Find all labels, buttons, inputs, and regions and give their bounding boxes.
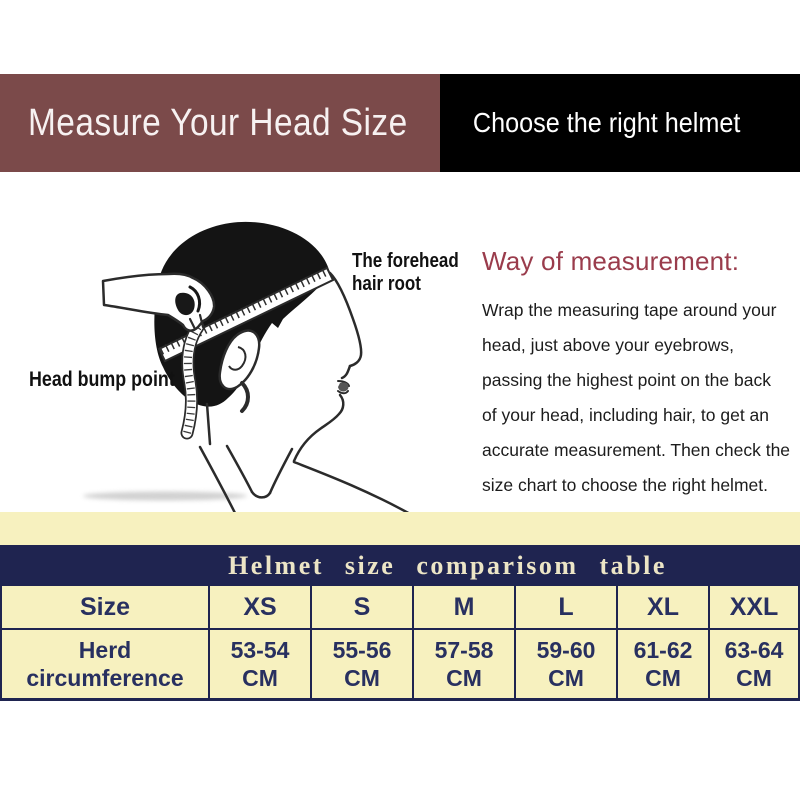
size-l: L — [516, 586, 618, 630]
size-xs: XS — [210, 586, 312, 630]
size-table-panel: Helmet size comparisom table Size XS S M… — [0, 512, 800, 701]
size-row-label: Size — [2, 586, 210, 630]
circumference-row-label: Herd circumference — [2, 630, 210, 698]
instructions-heading: Way of measurement: — [482, 246, 740, 276]
circumference-m: 57-58 CM — [414, 630, 516, 698]
hand — [101, 272, 216, 332]
size-table-title: Helmet size comparisom table — [0, 545, 800, 586]
size-xxl: XXL — [710, 586, 798, 630]
size-table: Size XS S M L XL XXL Herd circumference … — [0, 586, 800, 701]
measuring-tape — [157, 266, 335, 363]
circumference-xxl: 63-64 CM — [724, 637, 784, 691]
face-profile — [205, 271, 363, 463]
measurement-instructions: Way of measurement: Wrap the measuring t… — [482, 246, 800, 503]
banner-right-title: Choose the right helmet — [473, 107, 741, 138]
circumference-xs: 53-54 CM — [210, 630, 312, 698]
head-bump-point-label: Head bump point — [29, 368, 175, 391]
banner-left-title: Measure Your Head Size — [28, 101, 408, 144]
head-measurement-illustration — [83, 221, 414, 515]
curled-fingers — [175, 292, 195, 316]
lips — [338, 382, 349, 392]
size-xl: XL — [618, 586, 710, 630]
size-s: S — [312, 586, 414, 630]
banner-right-panel: Choose the right helmet — [440, 74, 800, 172]
instructions-body: Wrap the measuring tape around your head… — [482, 300, 791, 495]
header-banner: Measure Your Head Size Choose the right … — [0, 74, 800, 172]
banner-left-panel: Measure Your Head Size — [0, 74, 440, 172]
ear — [218, 329, 261, 413]
shoulder-shadow — [83, 491, 247, 501]
circumference-s: 55-56 CM — [312, 630, 414, 698]
size-m: M — [414, 586, 516, 630]
circumference-xl: 61-62 CM — [618, 630, 710, 698]
forehead-hair-root-label: The forehead hair root — [352, 250, 459, 295]
tape-dangling-end — [180, 320, 205, 440]
collar-shoulders — [198, 444, 414, 515]
circumference-l: 59-60 CM — [516, 630, 618, 698]
